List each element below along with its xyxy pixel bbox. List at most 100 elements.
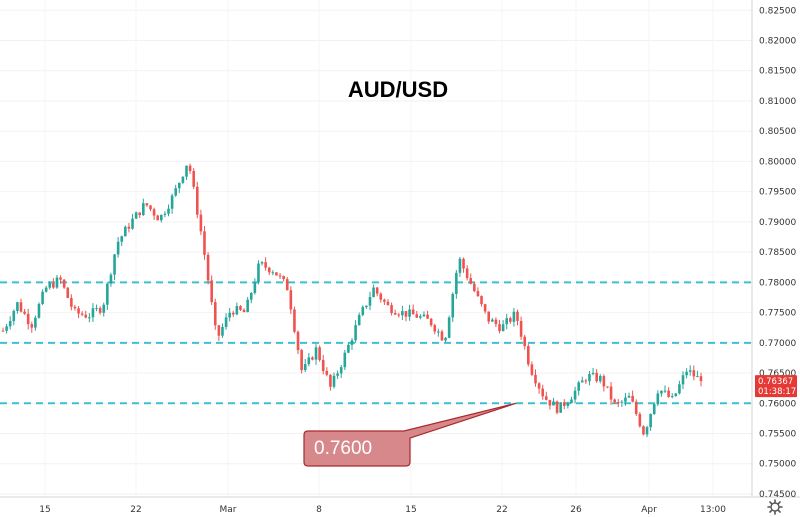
y-tick-label: 0.78000 <box>759 278 796 288</box>
candle-body <box>483 304 487 312</box>
candle-body <box>426 314 429 319</box>
candle-body <box>462 258 465 269</box>
candle-body <box>23 311 26 314</box>
candle-body <box>59 277 62 280</box>
candle-body <box>84 314 88 318</box>
candle-body <box>368 297 372 306</box>
candle-body <box>34 317 37 328</box>
candle-body <box>523 336 527 347</box>
candle-body <box>285 279 289 291</box>
candle-body <box>498 324 501 332</box>
candle-body <box>318 347 321 360</box>
time-axis[interactable]: 15 22 Mar 8 15 22 26 Apr 13:00 <box>39 505 726 515</box>
y-tick-label: 0.77000 <box>759 339 796 349</box>
candle-body <box>685 371 688 376</box>
candle-body <box>275 272 278 276</box>
candle-body <box>566 403 570 406</box>
candle-body <box>667 390 670 397</box>
candle-body <box>192 170 195 187</box>
candle-body <box>469 278 473 284</box>
candle-body <box>620 401 624 403</box>
candle-body <box>73 306 77 309</box>
candle-body <box>591 372 595 375</box>
candle-body <box>210 280 213 303</box>
candle-body <box>231 312 235 315</box>
candle-body <box>372 287 375 298</box>
candle-body <box>660 390 663 394</box>
candle-body <box>509 318 512 322</box>
candle-body <box>264 262 267 268</box>
candle-body <box>350 340 354 345</box>
x-tick-label: 26 <box>570 505 582 515</box>
candle-body <box>616 402 620 404</box>
candle-body <box>379 293 383 300</box>
candle-body <box>278 275 282 277</box>
candle-body <box>465 268 469 279</box>
candle-body <box>242 309 246 313</box>
candle-body <box>365 305 368 308</box>
candle-body <box>624 397 627 402</box>
candle-body <box>48 283 52 288</box>
candle-body <box>253 282 257 293</box>
candle-body <box>149 205 152 210</box>
candle-body <box>8 321 12 327</box>
candle-body <box>98 308 102 313</box>
price-axis[interactable]: 0.82500 0.82000 0.81500 0.81000 0.80500 0.800… <box>759 6 796 500</box>
candle-body <box>580 380 584 383</box>
y-tick-label: 0.76500 <box>759 369 796 379</box>
y-tick-label: 0.79500 <box>759 188 796 198</box>
candle-body <box>188 165 192 171</box>
y-tick-label: 0.75000 <box>759 460 796 470</box>
candle-body <box>185 165 188 177</box>
candle-body <box>429 318 433 326</box>
candle-body <box>361 307 365 315</box>
candle-body <box>487 311 491 322</box>
candle-body <box>95 308 98 310</box>
candle-body <box>473 283 476 292</box>
candle-body <box>386 301 390 306</box>
x-tick-label: 22 <box>130 505 141 515</box>
candle-body <box>433 325 437 332</box>
candle-body <box>332 375 336 387</box>
candle-body <box>692 370 696 377</box>
candle-body <box>145 203 149 206</box>
candle-body <box>562 402 566 406</box>
candle-body <box>534 374 537 384</box>
candle-body <box>451 293 455 318</box>
candle-body <box>314 347 318 360</box>
candle-body <box>447 317 451 338</box>
candle-body <box>296 331 300 351</box>
y-tick-label: 0.77500 <box>759 309 796 319</box>
candle-body <box>627 395 631 398</box>
candle-body <box>70 297 73 307</box>
candle-body <box>422 314 426 317</box>
candle-body <box>606 386 609 388</box>
candle-body <box>393 313 397 315</box>
candle-body <box>52 283 55 288</box>
candle-body <box>26 313 30 325</box>
candle-body <box>213 302 217 326</box>
candle-body <box>109 274 113 284</box>
gear-icon[interactable] <box>767 499 783 515</box>
x-tick-label: Apr <box>641 505 657 515</box>
candle-body <box>663 390 667 392</box>
candle-body <box>559 402 562 413</box>
candle-body <box>642 426 645 435</box>
candle-body <box>246 299 249 313</box>
candle-body <box>203 231 206 255</box>
y-tick-label: 0.81500 <box>759 67 796 77</box>
candle-body <box>458 258 462 273</box>
y-tick-label: 0.82500 <box>759 6 796 16</box>
candle-body <box>649 414 652 428</box>
candle-body <box>588 374 591 382</box>
candle-body <box>526 346 530 365</box>
candle-body <box>652 404 656 415</box>
candle-body <box>249 292 253 300</box>
candle-body <box>321 359 325 372</box>
candle-body <box>347 344 350 353</box>
candle-body <box>271 272 275 274</box>
candle-body <box>343 352 347 368</box>
callout-annotation[interactable]: 0.7600 <box>303 402 517 467</box>
candle-body <box>598 376 602 382</box>
